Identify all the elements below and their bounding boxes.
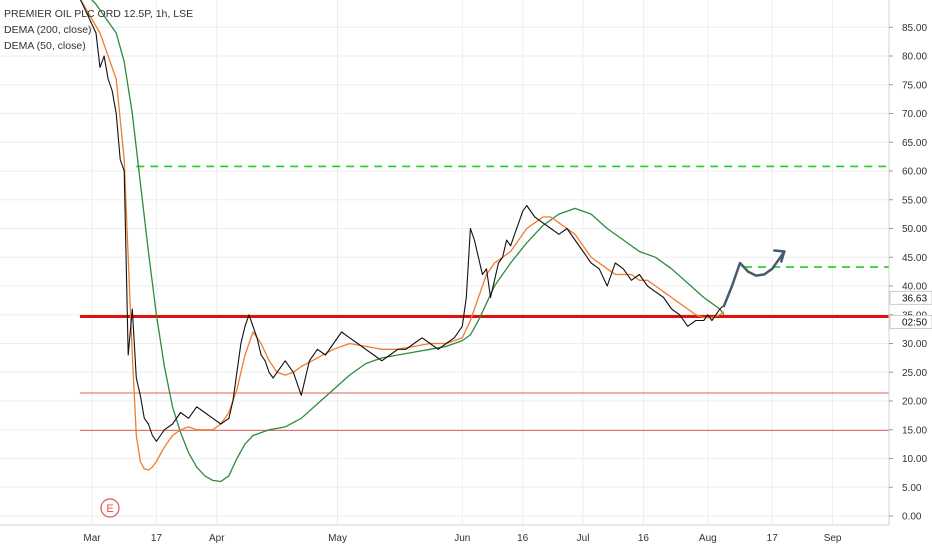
price-axis[interactable]: 0.005.0010.0015.0020.0025.0030.0035.0040… bbox=[889, 23, 927, 523]
ma50-line[interactable] bbox=[80, 0, 725, 471]
x-tick-label: Apr bbox=[209, 533, 225, 544]
last-price-label: 36.63 bbox=[902, 293, 927, 304]
y-tick-label: 80.00 bbox=[902, 52, 927, 63]
y-tick-label: 70.00 bbox=[902, 109, 927, 120]
legend-ma50[interactable]: DEMA (50, close) bbox=[4, 40, 86, 52]
y-tick-label: 20.00 bbox=[902, 397, 927, 408]
event-marker[interactable]: E bbox=[100, 498, 120, 518]
x-tick-label: 17 bbox=[151, 533, 163, 544]
y-tick-label: 5.00 bbox=[902, 483, 922, 494]
x-tick-label: Jun bbox=[454, 533, 470, 544]
y-tick-label: 75.00 bbox=[902, 80, 927, 91]
projection-arrowhead bbox=[773, 249, 786, 263]
event-marker-label: E bbox=[106, 503, 113, 515]
price-line[interactable] bbox=[79, 0, 725, 442]
legend-ma200[interactable]: DEMA (200, close) bbox=[4, 24, 92, 36]
last-price-box bbox=[889, 290, 932, 305]
y-tick-label: 60.00 bbox=[902, 167, 927, 178]
y-tick-label: 55.00 bbox=[902, 195, 927, 206]
countdown-label: 02:50 bbox=[902, 317, 927, 328]
price-axis-background bbox=[889, 0, 932, 525]
y-tick-label: 45.00 bbox=[902, 253, 927, 264]
x-tick-label: 17 bbox=[767, 533, 779, 544]
price-labels: 36.63 02:50 bbox=[889, 290, 932, 329]
y-tick-label: 30.00 bbox=[902, 339, 927, 350]
x-tick-label: May bbox=[328, 533, 347, 544]
horizontal-levels bbox=[79, 165, 889, 431]
y-tick-label: 25.00 bbox=[902, 368, 927, 379]
y-tick-label: 40.00 bbox=[902, 282, 927, 293]
y-tick-label: 65.00 bbox=[902, 138, 927, 149]
y-tick-label: 85.00 bbox=[902, 23, 927, 34]
x-tick-label: 16 bbox=[638, 533, 650, 544]
x-tick-label: Sep bbox=[824, 533, 842, 544]
time-axis[interactable]: Mar 17 Apr May Jun 16 Jul 16 Aug 17 Sep bbox=[83, 533, 842, 544]
x-tick-label: Mar bbox=[83, 533, 101, 544]
ma200-line[interactable] bbox=[80, 0, 725, 483]
y-tick-label: 15.00 bbox=[902, 425, 927, 436]
grid bbox=[0, 0, 889, 525]
legend: PREMIER OIL PLC ORD 12.5P, 1h, LSE DEMA … bbox=[4, 6, 193, 54]
projection-path[interactable] bbox=[722, 250, 786, 308]
x-tick-label: Jul bbox=[577, 533, 590, 544]
legend-symbol[interactable]: PREMIER OIL PLC ORD 12.5P, 1h, LSE bbox=[4, 8, 194, 20]
x-tick-label: 16 bbox=[517, 533, 529, 544]
y-tick-label: 50.00 bbox=[902, 224, 927, 235]
x-tick-label: Aug bbox=[699, 533, 717, 544]
countdown-box bbox=[889, 314, 932, 329]
projection-layer bbox=[722, 249, 786, 308]
y-tick-label: 0.00 bbox=[902, 512, 922, 523]
event-marker-circle[interactable] bbox=[100, 498, 120, 518]
series-layer bbox=[79, 0, 725, 483]
y-tick-label: 10.00 bbox=[902, 454, 927, 465]
